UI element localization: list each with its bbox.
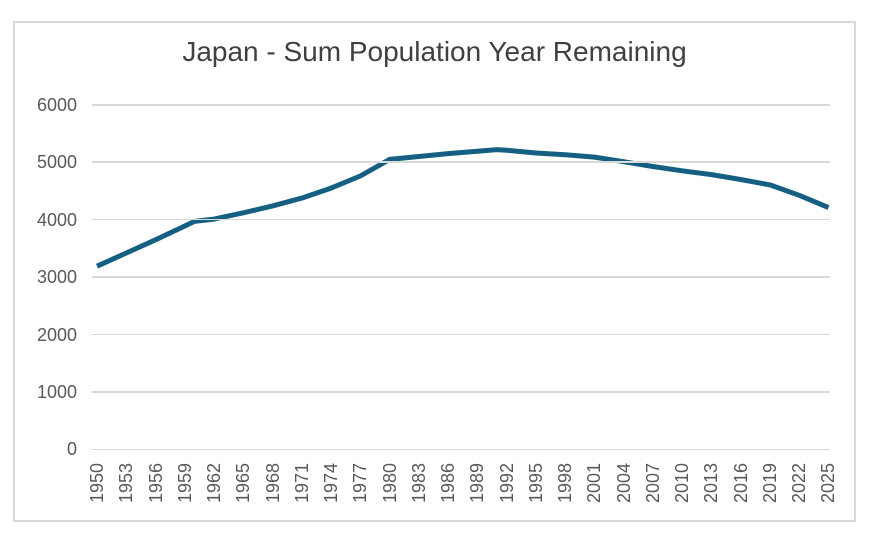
chart-title: Japan - Sum Population Year Remaining: [182, 36, 687, 67]
chart-frame: [13, 21, 856, 522]
